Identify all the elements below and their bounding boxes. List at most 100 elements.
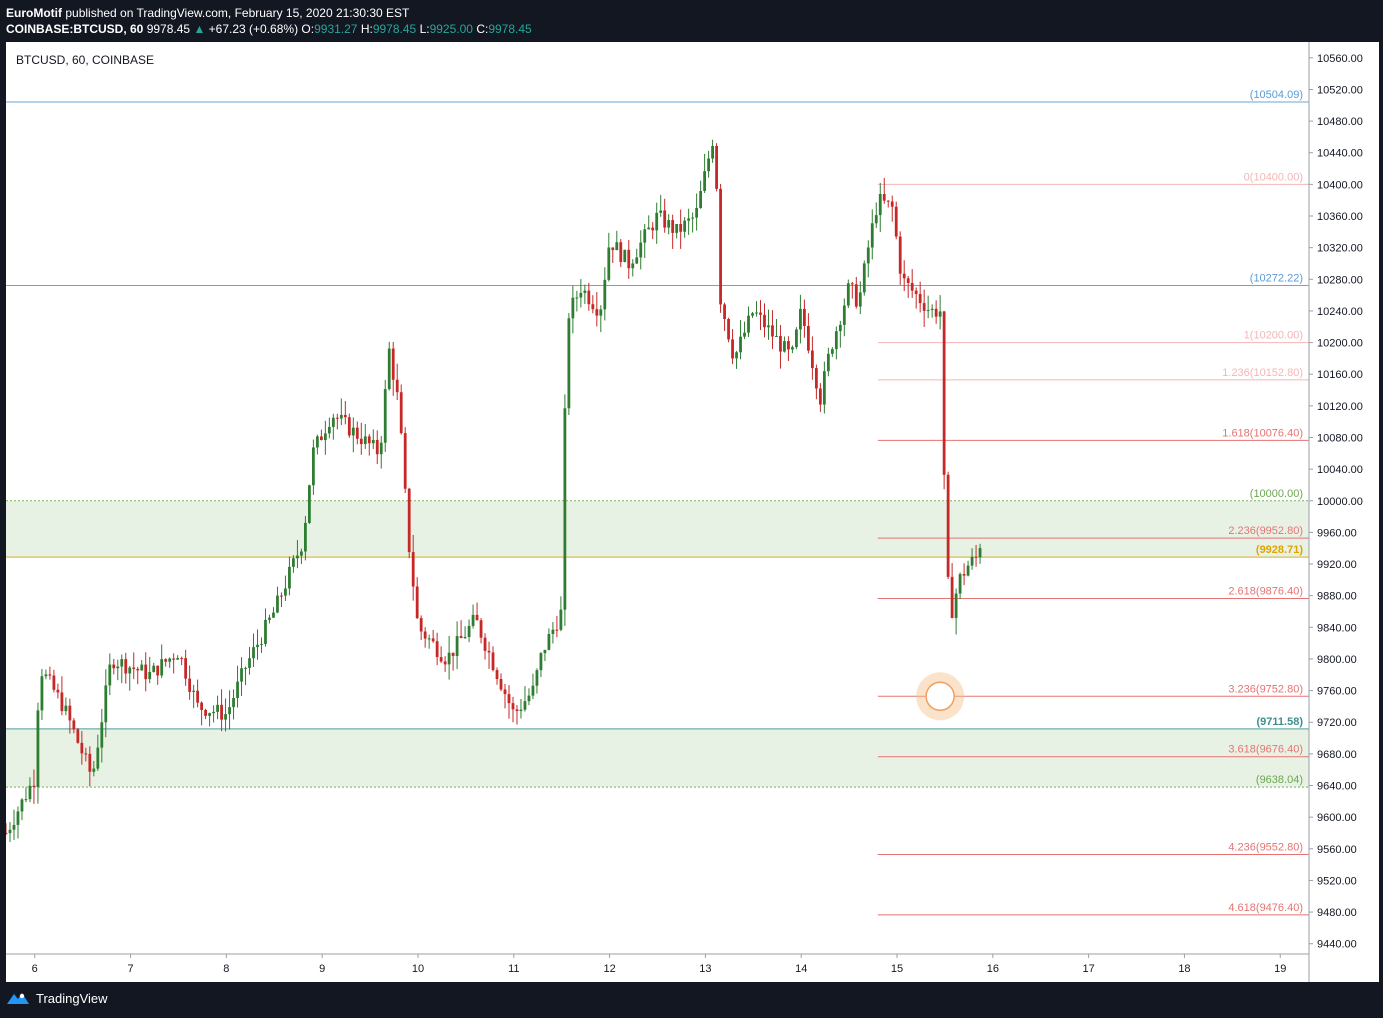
price-level-label: (10272.22) <box>1250 272 1303 284</box>
candle-body <box>264 619 267 644</box>
candle-body <box>751 313 754 316</box>
x-tick-label: 16 <box>987 963 999 975</box>
y-tick-label: 9640.00 <box>1317 781 1357 793</box>
fib-level-label: 2.618(9876.40) <box>1228 586 1303 598</box>
candle-body <box>711 145 714 159</box>
candle-body <box>858 292 862 307</box>
candle-body <box>803 308 806 326</box>
footer-brand: TradingView <box>36 990 108 1006</box>
candle-body <box>906 278 910 283</box>
candle-body <box>268 617 271 620</box>
candle-body <box>838 324 842 332</box>
candle-body <box>970 556 974 566</box>
candle-body <box>623 249 627 262</box>
candle-body <box>248 658 251 668</box>
price-level-label: (9711.58) <box>1257 716 1304 728</box>
candle-body <box>583 290 587 293</box>
y-tick-label: 9880.00 <box>1317 591 1357 603</box>
up-arrow-icon: ▲ <box>193 22 206 36</box>
support-zone <box>6 500 1309 558</box>
candle-body <box>886 200 890 202</box>
y-tick-label: 9600.00 <box>1317 812 1357 824</box>
y-tick-label: 10520.00 <box>1317 84 1363 96</box>
x-tick-label: 9 <box>319 963 325 975</box>
candle-body <box>575 297 579 299</box>
candle-body <box>691 217 695 219</box>
chart-frame[interactable]: (10504.09) (10272.22) (10000.00) (9928.71) (… <box>6 42 1379 982</box>
candle-body <box>551 629 555 634</box>
fib-level-label: 4.618(9476.40) <box>1228 902 1303 914</box>
candle-body <box>280 595 283 597</box>
candle-body <box>842 305 846 325</box>
candle-body <box>459 636 463 638</box>
candle-body <box>351 427 355 436</box>
candle-body <box>296 555 299 559</box>
candle-body <box>938 311 942 317</box>
price-level-label: (10000.00) <box>1250 488 1303 500</box>
candle-body <box>220 704 223 720</box>
candle-body <box>323 433 327 440</box>
candle-body <box>926 309 930 311</box>
tradingview-logo-icon <box>7 993 29 1004</box>
candle-body <box>8 829 12 834</box>
candle-body <box>343 414 347 418</box>
candle-body <box>962 574 966 576</box>
symbol-label: COINBASE:BTCUSD, 60 <box>6 22 144 36</box>
candle-body <box>347 417 351 436</box>
candle-body <box>599 309 603 316</box>
candle-body <box>511 703 515 710</box>
candle-body <box>36 710 40 787</box>
candle-body <box>284 588 287 596</box>
y-tick-label: 9680.00 <box>1317 749 1357 761</box>
candle-body <box>100 722 104 748</box>
candle-body <box>942 311 946 475</box>
candle-body <box>922 303 926 311</box>
publish-info: EuroMotif published on TradingView.com, … <box>6 6 409 20</box>
candle-body <box>152 665 156 672</box>
candle-body <box>6 832 8 834</box>
candle-body <box>319 436 323 440</box>
candle-body <box>503 689 507 695</box>
candle-body <box>775 336 778 338</box>
author-name[interactable]: EuroMotif <box>6 6 62 20</box>
candle-body <box>531 685 535 696</box>
candle-body <box>140 664 144 671</box>
x-tick-label: 18 <box>1178 963 1190 975</box>
candle-body <box>256 644 259 648</box>
candle-body <box>331 417 335 427</box>
price-level-label: (9928.71) <box>1256 544 1303 556</box>
y-tick-label: 10360.00 <box>1317 211 1363 223</box>
candle-body <box>443 661 447 665</box>
candle-body <box>974 556 978 558</box>
candle-body <box>411 552 415 587</box>
y-tick-label: 10120.00 <box>1317 401 1363 413</box>
candle-body <box>783 341 786 352</box>
candle-body <box>236 681 239 699</box>
candle-body <box>232 698 235 708</box>
candle-body <box>663 210 667 228</box>
candle-body <box>483 637 487 651</box>
candle-body <box>415 586 419 619</box>
candle-body <box>707 158 710 172</box>
price-chart[interactable]: (10504.09) (10272.22) (10000.00) (9928.71) (… <box>6 42 1379 982</box>
candle-body <box>363 436 367 445</box>
candle-body <box>795 329 798 348</box>
candle-body <box>447 652 451 665</box>
candle-body <box>288 566 291 589</box>
ohlc-bar: COINBASE:BTCUSD, 60 9978.45 ▲ +67.23 (+0… <box>6 22 532 36</box>
candle-body <box>647 227 651 230</box>
candle-body <box>44 674 48 677</box>
candle-body <box>743 332 746 337</box>
candle-body <box>930 308 934 310</box>
candle-body <box>64 705 68 712</box>
candle-body <box>523 701 527 710</box>
price-change: +67.23 (+0.68%) <box>208 22 299 36</box>
candle-body <box>727 318 730 340</box>
candle-body <box>387 348 391 390</box>
candle-body <box>587 290 591 305</box>
low-label: L: <box>419 22 430 36</box>
x-tick-label: 11 <box>508 963 519 975</box>
candle-body <box>978 548 982 558</box>
candle-body <box>252 647 255 659</box>
candle-body <box>52 675 56 690</box>
